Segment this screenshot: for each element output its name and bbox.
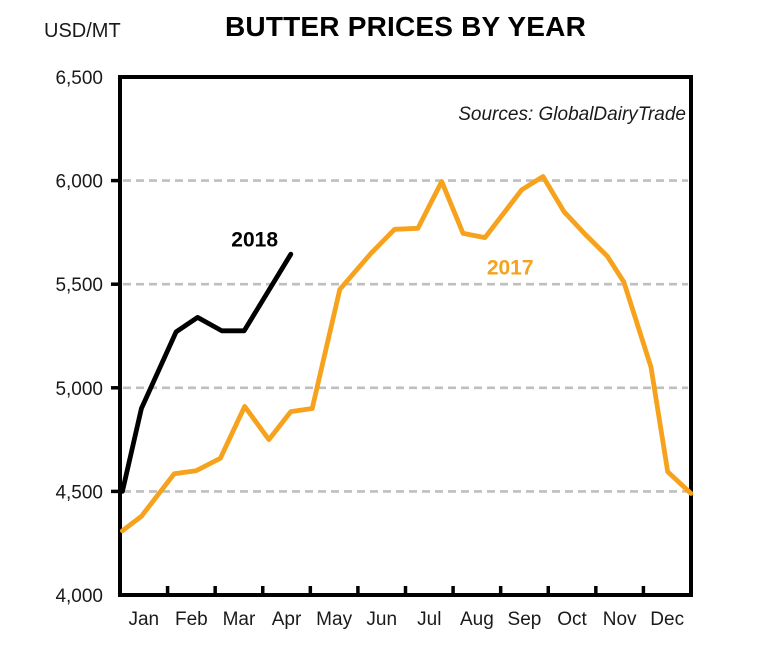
x-tick-label: Nov	[603, 609, 637, 630]
y-tick-label: 6,000	[55, 172, 103, 193]
x-tick-label: Mar	[223, 609, 256, 630]
x-tick-label: Aug	[460, 609, 494, 630]
series-label-2018: 2018	[231, 229, 278, 252]
series-label-2017: 2017	[487, 257, 534, 280]
y-tick-label: 6,500	[55, 68, 103, 89]
x-tick-label: Jan	[128, 609, 159, 630]
x-tick-label: Sep	[508, 609, 542, 630]
x-tick-label: May	[316, 609, 352, 630]
x-tick-label: Jul	[417, 609, 441, 630]
y-tick-label: 4,000	[55, 586, 103, 607]
x-tick-label: Feb	[175, 609, 208, 630]
sources-note: Sources: GlobalDairyTrade	[458, 104, 686, 125]
plot-frame	[118, 75, 693, 597]
y-tick-label: 5,500	[55, 275, 103, 296]
y-axis-unit-label: USD/MT	[44, 20, 121, 42]
chart-title: BUTTER PRICES BY YEAR	[224, 11, 586, 42]
x-tick-label: Oct	[557, 609, 587, 630]
y-tick-label: 5,000	[55, 379, 103, 400]
y-tick-label: 4,500	[55, 482, 103, 503]
x-tick-label: Dec	[650, 609, 684, 630]
series-line-2018	[120, 251, 294, 494]
series-line-2017	[120, 174, 694, 534]
x-tick-label: Jun	[366, 609, 397, 630]
x-tick-label: Apr	[272, 609, 302, 630]
